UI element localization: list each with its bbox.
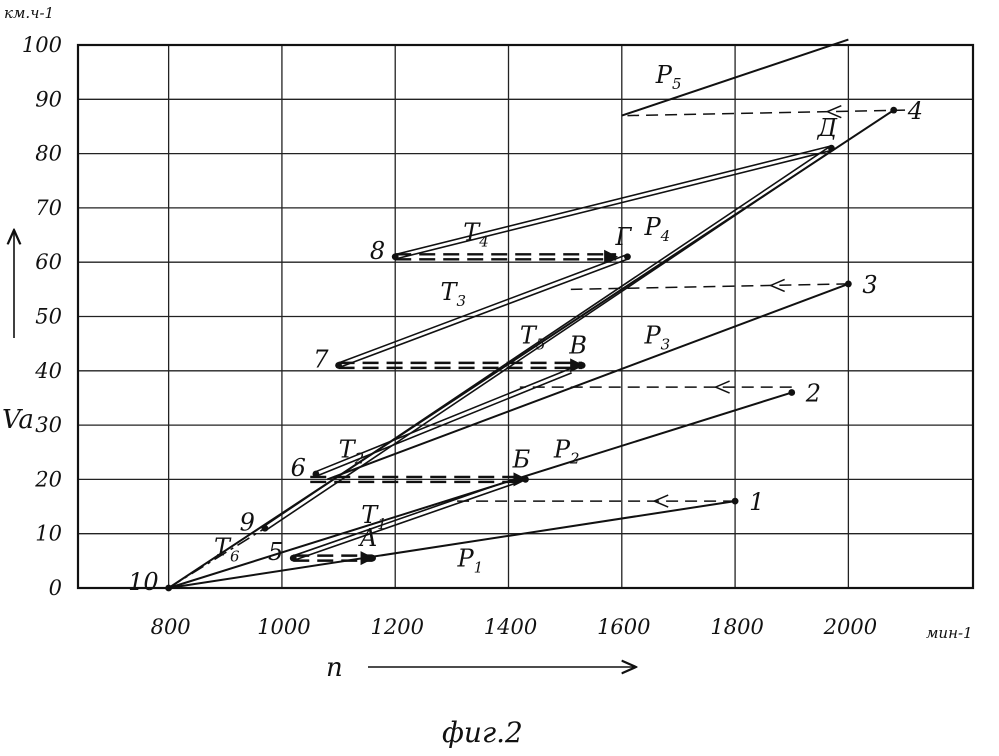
series-label-sub-p1: 1 <box>474 558 484 576</box>
series-label-t1: T1 <box>361 501 387 533</box>
y-tick-label-20: 20 <box>34 467 62 491</box>
x-tick-label-1800: 1800 <box>710 615 763 639</box>
figure-caption: фиг.2 <box>442 716 523 749</box>
y-tick-label-0: 0 <box>49 576 62 600</box>
y-tick-label-10: 10 <box>35 522 62 546</box>
series-label-t3: T3 <box>441 278 467 310</box>
y-unit-label: км.ч-1 <box>4 4 54 22</box>
point-label-6: 6 <box>291 454 306 482</box>
point-label-9: 9 <box>240 508 255 536</box>
y-tick-label-60: 60 <box>35 250 62 274</box>
series-line-t5-a <box>266 150 832 530</box>
y-axis-label: Va <box>2 405 34 435</box>
point-label-3: 3 <box>862 271 877 299</box>
point-label-4: 4 <box>907 97 923 125</box>
series-label-t4: T4 <box>463 218 489 250</box>
point-marker-6 <box>313 471 320 478</box>
series-label-p1: P1 <box>457 544 484 576</box>
point-marker-10 <box>165 585 172 592</box>
series-label-sub-p3: 3 <box>661 336 671 354</box>
x-tick-label-2000: 2000 <box>823 615 877 639</box>
y-tick-label-100: 100 <box>22 33 62 57</box>
x-tick-label-1000: 1000 <box>257 615 310 639</box>
y-tick-label-70: 70 <box>35 196 62 220</box>
series-label-sub-t4: 4 <box>478 232 489 250</box>
y-tick-label-50: 50 <box>35 305 62 329</box>
point-marker-В <box>579 362 586 369</box>
point-marker-Б <box>522 476 529 483</box>
series-label-p3: P3 <box>643 322 670 354</box>
point-label-2: 2 <box>805 380 821 408</box>
x-tick-label-1400: 1400 <box>484 615 537 639</box>
series-line-p3 <box>327 284 848 479</box>
series-label-p4: P4 <box>643 213 670 245</box>
y-tick-labels: 0 10 20 40 50 60 70 80 90 100 30 <box>22 33 62 600</box>
series-line-t4-b <box>395 146 831 255</box>
series-label-sub-p2: 2 <box>569 450 580 468</box>
gear-shift-lines <box>293 106 905 565</box>
point-label-7: 7 <box>313 345 329 373</box>
series-label-t2: T2 <box>339 436 365 468</box>
series-line-t1-a <box>294 481 521 560</box>
series-label-sub-p5: 5 <box>672 75 682 93</box>
point-marker-2 <box>788 389 795 396</box>
series-label-sub-t3: 3 <box>457 292 467 310</box>
point-marker-А <box>369 555 376 562</box>
point-marker-7 <box>335 362 342 369</box>
series-label-t5: T5 <box>520 322 546 354</box>
point-marker-Г <box>624 253 631 260</box>
y-tick-label-90: 90 <box>35 87 62 111</box>
point-marker-3 <box>845 281 852 288</box>
point-label-В: В <box>568 331 587 359</box>
x-axis-label: n <box>326 653 343 683</box>
series-label-p5: P5 <box>655 61 682 93</box>
point-label-Д: Д <box>817 114 838 142</box>
series-label-t6: T6 <box>214 533 240 565</box>
x-tick-label-800: 800 <box>151 615 191 639</box>
point-marker-5 <box>290 555 297 562</box>
point-label-Б: Б <box>512 445 531 473</box>
series-labels: P1 P2 P3 P4 P5 T1 T2 T3 T4 T5 T6 <box>214 61 682 576</box>
series-label-p2: P2 <box>553 436 580 468</box>
point-label-8: 8 <box>370 237 385 265</box>
x-unit-label: мин-1 <box>926 624 973 642</box>
y-tick-label-80: 80 <box>35 142 62 166</box>
series-label-sub-t5: 5 <box>536 336 546 354</box>
point-label-5: 5 <box>268 538 283 566</box>
point-marker-4 <box>890 107 897 114</box>
point-marker-1 <box>732 498 739 505</box>
point-marker-9 <box>262 525 269 532</box>
series-label-sub-t6: 6 <box>230 547 240 565</box>
y-tick-label-40: 40 <box>34 359 62 383</box>
series-label-sub-t1: 1 <box>377 515 387 533</box>
point-marker-8 <box>392 253 399 260</box>
series-lines <box>169 40 894 588</box>
series-label-sub-p4: 4 <box>660 227 671 245</box>
series-label-sub-t2: 2 <box>354 450 365 468</box>
point-marker-Д <box>828 145 835 152</box>
shift-line-0 <box>627 110 905 115</box>
shift-line-1 <box>571 284 849 289</box>
series-line-t4-a <box>396 150 832 259</box>
x-tick-label-1200: 1200 <box>370 615 423 639</box>
y-tick-label-30: 30 <box>35 413 62 437</box>
grid-lines <box>78 45 973 588</box>
x-tick-labels: 800 1000 1200 1400 1600 1800 2000 <box>151 615 878 639</box>
x-tick-label-1600: 1600 <box>597 615 650 639</box>
point-label-1: 1 <box>749 488 764 516</box>
point-label-10: 10 <box>128 568 159 596</box>
point-label-Г: Г <box>615 223 633 251</box>
